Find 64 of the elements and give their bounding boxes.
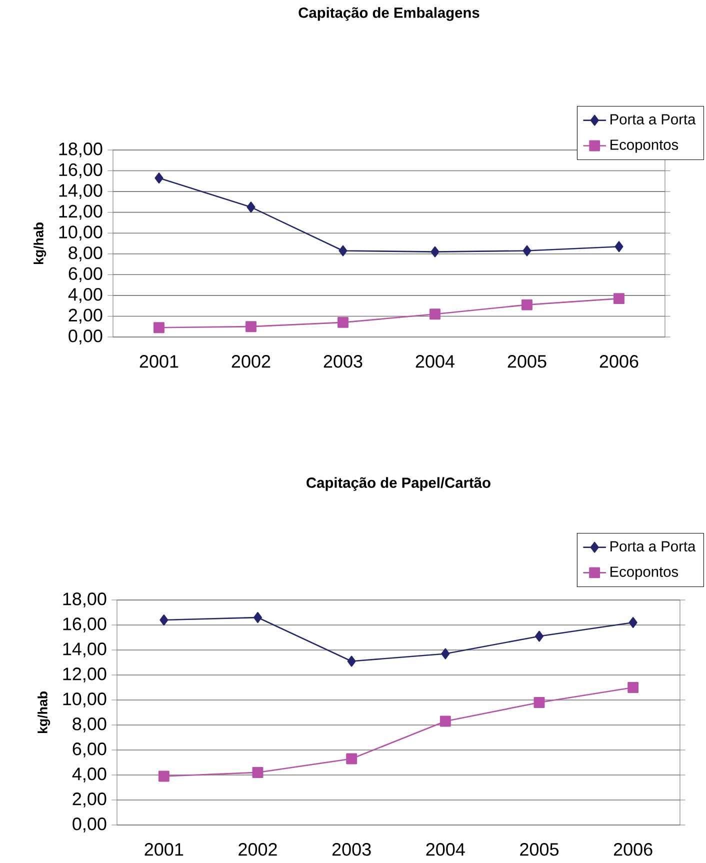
point	[628, 682, 639, 693]
x-tick-label: 2002	[238, 843, 277, 856]
y-tick-label: 12,00	[59, 204, 102, 220]
x-tick-label: 2001	[144, 843, 184, 856]
y-tick-label: 2,00	[68, 308, 102, 324]
point	[522, 245, 532, 256]
x-tick-label: 2004	[416, 355, 454, 368]
point	[628, 617, 638, 628]
y-tick-label: 12,00	[63, 668, 106, 682]
point	[441, 648, 450, 660]
legend-label: Porta a Porta	[610, 541, 696, 552]
y-tick-label: 4,00	[72, 768, 106, 782]
point	[252, 767, 264, 778]
x-tick-label: 2004	[426, 843, 465, 856]
point	[346, 753, 358, 764]
point	[430, 308, 440, 320]
point	[154, 172, 164, 184]
y-tick-label: 8,00	[68, 246, 102, 262]
x-tick-label: 2002	[232, 355, 270, 368]
y-tick-label: 18,00	[63, 592, 106, 608]
legend-label: Porta a Porta	[610, 114, 696, 124]
y-tick-label: 2,00	[72, 792, 106, 808]
y-tick-label: 0,00	[68, 330, 102, 344]
point	[430, 246, 440, 258]
y-tick-label: 6,00	[72, 742, 106, 758]
chart-title: Capitação de Papel/Cartão	[306, 477, 490, 491]
y-axis-title: kg/hab	[34, 222, 46, 264]
y-tick-label: 8,00	[72, 718, 106, 732]
y-tick-label: 14,00	[63, 642, 106, 658]
y-axis-title: kg/hab	[38, 692, 50, 734]
y-tick-label: 14,00	[59, 184, 102, 199]
point	[614, 241, 624, 252]
y-tick-label: 4,00	[68, 288, 102, 303]
point	[246, 321, 256, 332]
legend-label: Ecopontos	[610, 140, 678, 153]
y-tick-label: 10,00	[63, 692, 106, 708]
chart-title: Capitação de Embalagens	[298, 7, 480, 21]
point	[522, 299, 532, 310]
x-tick-label: 2003	[324, 355, 362, 368]
point	[246, 202, 256, 213]
point	[158, 770, 170, 782]
y-tick-label: 18,00	[59, 142, 102, 158]
point	[347, 656, 356, 667]
point	[338, 316, 348, 328]
y-tick-label: 16,00	[59, 163, 102, 178]
y-tick-label: 0,00	[72, 818, 106, 832]
point	[534, 630, 544, 642]
x-tick-label: 2001	[140, 355, 178, 368]
point	[440, 716, 451, 727]
point	[534, 697, 545, 708]
x-tick-label: 2003	[332, 843, 371, 856]
x-tick-label: 2005	[508, 355, 546, 368]
x-tick-label: 2006	[614, 843, 652, 856]
point	[253, 612, 262, 623]
point	[154, 322, 164, 334]
point	[614, 293, 624, 304]
y-tick-label: 6,00	[68, 267, 102, 282]
x-tick-label: 2005	[520, 843, 559, 856]
point	[160, 614, 168, 626]
legend-label: Ecopontos	[610, 566, 678, 580]
x-tick-label: 2006	[600, 355, 638, 368]
y-tick-label: 16,00	[63, 618, 106, 632]
y-tick-label: 10,00	[59, 226, 102, 241]
point	[338, 245, 348, 256]
